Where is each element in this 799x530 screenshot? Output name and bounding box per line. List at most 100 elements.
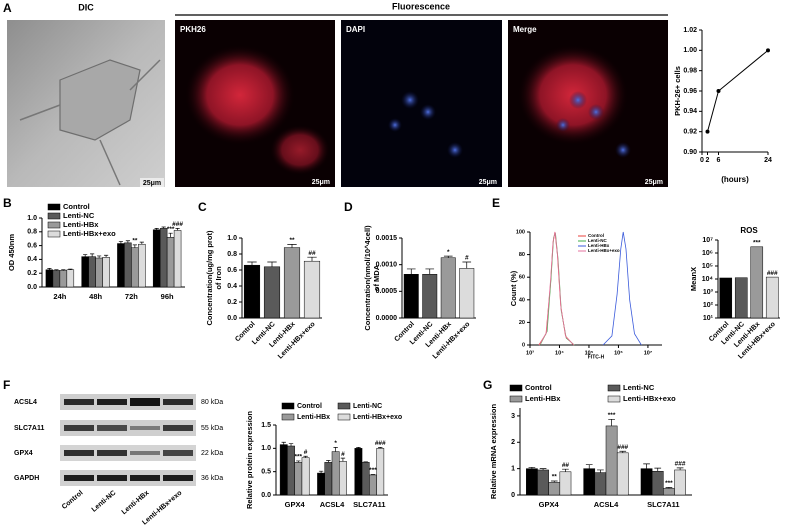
size-label: 36 kDa [201, 475, 223, 482]
bar [167, 237, 174, 287]
y-tick-label: 0.0 [227, 315, 237, 322]
lane-label: Control [61, 490, 85, 511]
band [130, 426, 160, 430]
band [64, 399, 94, 405]
dapi-image [341, 20, 502, 187]
legend-swatch [48, 222, 60, 228]
bar [377, 448, 384, 495]
bar [526, 469, 537, 495]
legend-label: Lenti-HBx [525, 394, 561, 403]
bar [153, 230, 160, 287]
y-tick-label: 1 [511, 465, 515, 472]
legend-label: Control [525, 383, 552, 392]
bar [339, 461, 346, 495]
x-tick-label: GPX4 [285, 500, 306, 509]
x-tick-label: 10⁵ [585, 350, 594, 356]
legend-swatch [282, 414, 294, 420]
marker [717, 89, 721, 93]
significance: ** [289, 237, 295, 244]
error-bar [462, 262, 471, 268]
bar [295, 462, 302, 495]
image-label: Merge [513, 25, 537, 34]
y-axis-label: Concentration(ug/mg prot) [205, 230, 214, 325]
panel-letter: C [198, 200, 207, 214]
error-bar [597, 470, 604, 473]
line [539, 232, 574, 345]
y-tick-label: 0.0000 [376, 315, 398, 322]
band [64, 450, 94, 456]
x-tick-label: SLC7A11 [353, 500, 386, 509]
significance: *** [608, 412, 616, 419]
bar [264, 267, 280, 318]
bar [369, 475, 376, 495]
protein-label: GAPDH [14, 475, 39, 482]
error-bar [341, 458, 345, 461]
y-tick-label: 0.6 [227, 267, 237, 274]
y-tick-label: 1.0 [227, 235, 237, 242]
y-tick-label: 10⁵ [702, 263, 713, 270]
legend-label: Lenti-HBx+exo [63, 229, 116, 238]
blue-signal [388, 118, 402, 132]
y-axis-label: of Iron [214, 266, 223, 290]
y-tick-label: 1.0 [27, 215, 37, 222]
y-tick-label: 60 [519, 275, 525, 281]
scale-label: 25μm [645, 179, 663, 186]
significance: # [304, 449, 308, 456]
error-bar [126, 241, 130, 243]
bar [67, 270, 74, 287]
y-tick-label: 10¹ [703, 315, 714, 322]
blue-signal [588, 104, 604, 120]
band [163, 399, 193, 405]
y-tick-label: 0.0 [27, 284, 37, 291]
bar [663, 488, 674, 495]
bar [280, 445, 287, 495]
bar [160, 228, 167, 287]
bar [617, 453, 628, 495]
bar [96, 258, 103, 287]
legend-label: Lenti-NC [353, 403, 382, 410]
blue-signal [447, 142, 463, 158]
image-label: DAPI [346, 25, 365, 34]
error-bar [83, 255, 87, 257]
significance: *** [665, 480, 673, 487]
error-bar [282, 442, 286, 444]
error-bar [133, 245, 137, 248]
bar [537, 470, 548, 495]
y-axis-label: Count (%) [509, 270, 518, 306]
significance: ## [562, 462, 570, 469]
band [130, 398, 160, 406]
bar [138, 244, 145, 287]
error-bar [333, 447, 337, 451]
y-tick-label: 1.00 [683, 47, 697, 54]
significance: *** [753, 240, 761, 247]
x-tick-label: 10⁷ [644, 350, 653, 356]
legend-swatch [338, 403, 350, 409]
blue-signal [401, 91, 419, 109]
size-label: 22 kDa [201, 450, 223, 457]
y-tick-label: 0.6 [27, 242, 37, 249]
significance: *** [369, 467, 377, 474]
lane-label: Lenti-NC [91, 490, 118, 514]
legend-label: Lenti-NC [63, 211, 95, 220]
significance: ** [132, 238, 138, 245]
bar [355, 448, 362, 495]
band [64, 475, 94, 481]
scale-label: 25μm [143, 180, 161, 187]
bar [735, 278, 747, 318]
y-tick-label: 1.02 [683, 27, 697, 34]
y-axis-label: OD 450nm [7, 234, 16, 271]
y-tick-label: 0.4 [227, 283, 237, 290]
error-bar [425, 269, 434, 274]
x-tick-label: 10⁶ [614, 350, 623, 356]
band [97, 475, 127, 481]
bar [675, 470, 686, 495]
bar [244, 265, 260, 318]
bar [652, 471, 663, 495]
y-axis-label: PKH-26+ cells [673, 66, 682, 116]
error-bar [643, 464, 650, 469]
y-tick-label: 0.0005 [376, 288, 398, 295]
bar [60, 270, 67, 287]
y-tick-label: 80 [519, 252, 525, 258]
bar [549, 482, 560, 495]
